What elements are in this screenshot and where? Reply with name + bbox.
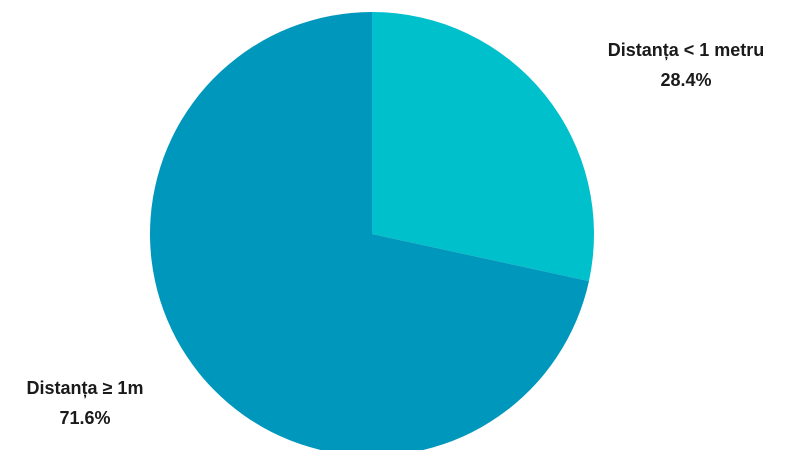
slice-value-distance-1m-or-more: 71.6% [59,408,110,428]
slice-label-distance-1m-or-more: Distanța ≥ 1m [27,378,144,398]
pie-slice-distance-under-1m [372,12,594,282]
pie-slices [150,12,594,450]
slice-label-distance-under-1m: Distanța < 1 metru [608,40,765,60]
pie-slice-distance-1m-or-more [150,12,589,450]
pie-labels: Distanța < 1 metru 28.4% Distanța ≥ 1m 7… [27,40,765,428]
slice-value-distance-under-1m: 28.4% [660,70,711,90]
